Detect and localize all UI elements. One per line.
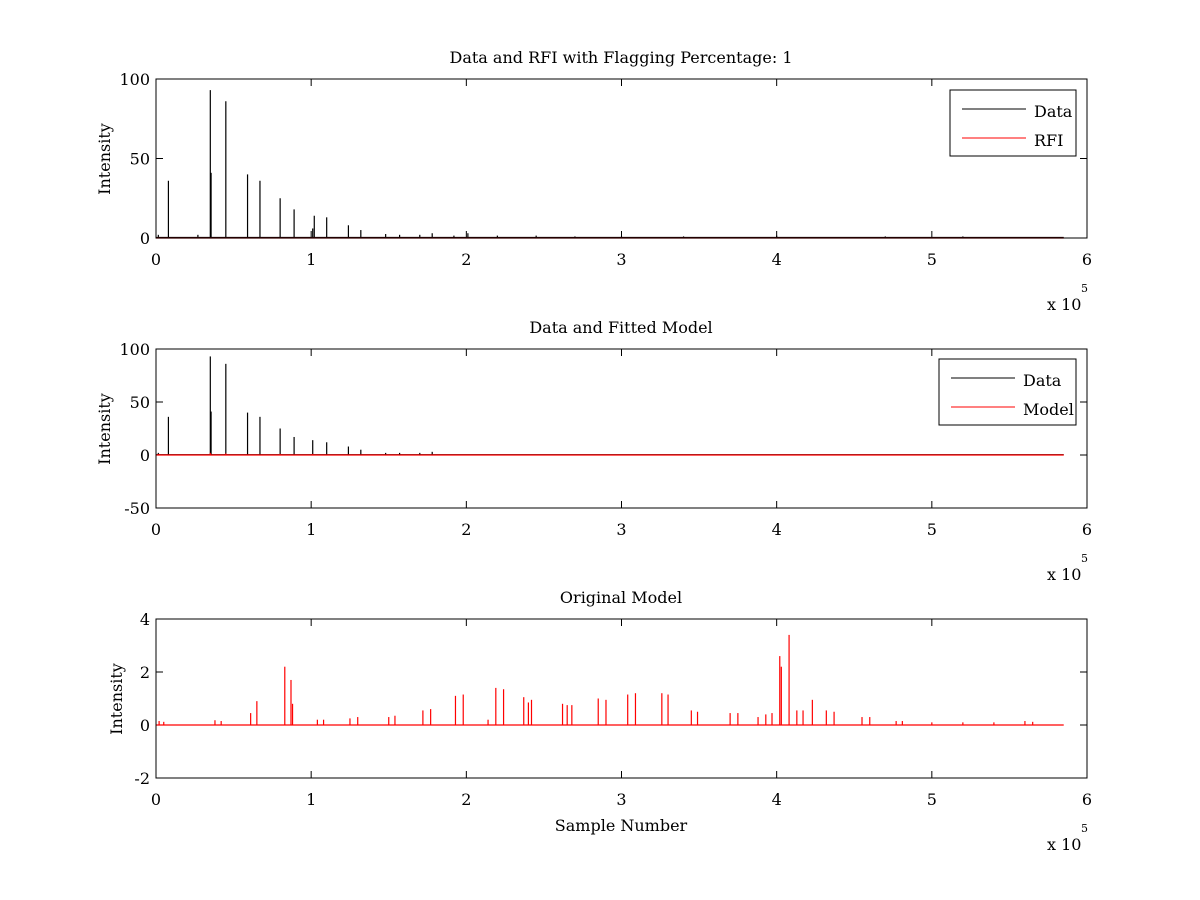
y-tick-label: 50 xyxy=(130,393,150,412)
y-tick-label: 2 xyxy=(140,663,150,682)
legend-label: RFI xyxy=(1034,131,1063,150)
x-tick-label: 2 xyxy=(461,250,471,269)
subplot-data-and-fitted-model: Data and Fitted Model Intensity 0 1 2 3 4 5 6 -… xyxy=(95,318,1092,584)
subplot-title: Original Model xyxy=(560,588,682,607)
x-tick-label: 3 xyxy=(616,790,626,809)
subplot-title: Data and RFI with Flagging Percentage: 1 xyxy=(449,48,792,67)
x-tick-label: 0 xyxy=(151,790,161,809)
x-tick-label: 2 xyxy=(461,790,471,809)
x-tick-label: 1 xyxy=(306,520,316,539)
x-multiplier-exponent: 5 xyxy=(1081,282,1088,295)
x-tick-label: 4 xyxy=(772,250,782,269)
subplot-title: Data and Fitted Model xyxy=(529,318,712,337)
legend-box xyxy=(938,358,1077,426)
y-tick-label: 0 xyxy=(140,716,150,735)
x-tick-label: 0 xyxy=(151,520,161,539)
x-tick-label: 1 xyxy=(306,250,316,269)
axes-frame xyxy=(155,618,1088,779)
axes-frame xyxy=(155,348,1088,509)
x-tick-label: 6 xyxy=(1082,790,1092,809)
x-multiplier-exponent: 5 xyxy=(1081,552,1088,565)
x-tick-label: 3 xyxy=(616,520,626,539)
y-tick-label: 0 xyxy=(140,229,150,248)
legend: Data RFI xyxy=(949,89,1077,157)
y-tick-label: 100 xyxy=(119,70,150,89)
x-tick-label: 3 xyxy=(616,250,626,269)
y-tick-label: 4 xyxy=(140,610,150,629)
x-multiplier: x 10 xyxy=(1047,295,1081,314)
x-multiplier: x 10 xyxy=(1047,835,1081,854)
x-tick-label: 6 xyxy=(1082,520,1092,539)
y-axis-label: Intensity xyxy=(107,663,126,735)
x-tick-label: 5 xyxy=(927,520,937,539)
y-axis-label: Intensity xyxy=(95,393,114,465)
series-layer xyxy=(156,634,1064,726)
subplot-original-model: Original Model Intensity Sample Number 0… xyxy=(107,588,1092,854)
x-axis-label: Sample Number xyxy=(555,816,688,835)
y-tick-label: 100 xyxy=(119,340,150,359)
legend: Data Model xyxy=(938,358,1077,426)
axes-frame xyxy=(155,78,1088,239)
y-tick-label: 0 xyxy=(140,446,150,465)
x-tick-label: 5 xyxy=(927,250,937,269)
y-tick-label: -2 xyxy=(134,769,150,788)
x-tick-label: 2 xyxy=(461,520,471,539)
x-tick-label: 1 xyxy=(306,790,316,809)
legend-label: Data xyxy=(1023,371,1062,390)
legend-box xyxy=(949,89,1077,157)
y-tick-label: -50 xyxy=(124,499,150,518)
x-tick-label: 6 xyxy=(1082,250,1092,269)
x-tick-label: 4 xyxy=(772,520,782,539)
x-tick-label: 4 xyxy=(772,790,782,809)
y-tick-label: 50 xyxy=(130,150,150,169)
y-axis-label: Intensity xyxy=(95,123,114,195)
x-multiplier-exponent: 5 xyxy=(1081,822,1088,835)
x-tick-label: 5 xyxy=(927,790,937,809)
legend-label: Model xyxy=(1023,400,1074,419)
x-multiplier: x 10 xyxy=(1047,565,1081,584)
x-tick-label: 0 xyxy=(151,250,161,269)
subplot-data-and-rfi: Data and RFI with Flagging Percentage: 1… xyxy=(95,48,1092,314)
series-layer xyxy=(156,356,1064,456)
legend-label: Data xyxy=(1034,102,1073,121)
